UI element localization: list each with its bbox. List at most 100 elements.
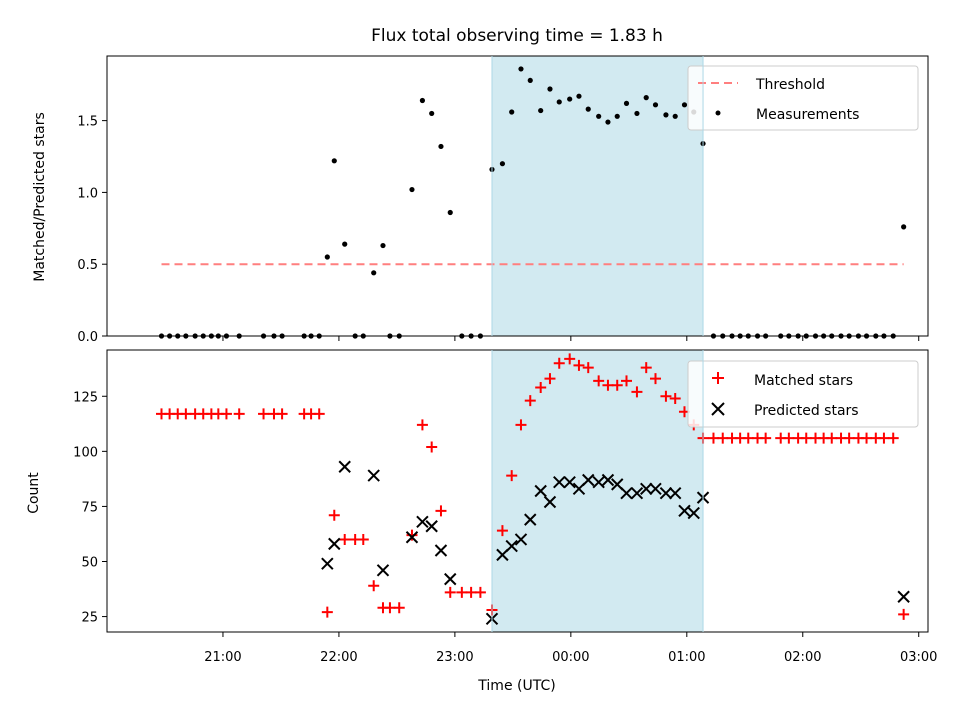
matched-point	[233, 408, 245, 420]
predicted-point	[649, 482, 662, 496]
matched-point	[535, 381, 547, 393]
measurement-point	[634, 110, 640, 117]
measurement-point	[623, 100, 630, 106]
count-xtick-label: 21:00	[204, 650, 241, 665]
matched-point	[826, 432, 838, 444]
count-xlabel: Time (UTC)	[477, 678, 555, 694]
predicted-point	[328, 537, 341, 551]
measurement-point	[499, 161, 506, 167]
measurement-point	[509, 109, 515, 115]
predicted-point	[321, 557, 334, 570]
predicted-point	[601, 473, 615, 487]
predicted-point	[376, 564, 390, 577]
measurement-point	[596, 113, 602, 119]
matched-point	[707, 432, 719, 444]
ratio-legend: Threshold Measurements	[687, 65, 919, 131]
count-yticks: 25 50 75 100 125	[73, 390, 107, 626]
measurement-point	[585, 106, 591, 112]
matched-point	[621, 375, 633, 387]
matched-point	[887, 432, 899, 444]
measurement-point	[518, 66, 524, 72]
predicted-point	[563, 475, 576, 489]
count-xtick-label: 01:00	[668, 650, 705, 665]
measurement-point	[447, 209, 453, 216]
measurement-point	[672, 113, 678, 119]
count-ytick-label: 100	[73, 445, 98, 460]
matched-point	[328, 509, 340, 521]
measurement-point	[605, 119, 611, 125]
measurement-point	[429, 110, 435, 117]
count-ytick-label: 125	[73, 390, 98, 405]
matched-point	[258, 408, 270, 420]
ratio-yticks: 0.0 0.5 1.0 1.5	[77, 115, 107, 345]
predicted-point	[405, 531, 419, 544]
measurement-point	[324, 254, 330, 260]
matched-point	[544, 373, 556, 385]
count-span	[491, 350, 704, 632]
predicted-point	[897, 590, 910, 603]
ratio-span	[491, 56, 704, 336]
count-xtick-label: 23:00	[436, 650, 473, 665]
predicted-point	[514, 533, 528, 546]
matched-point	[393, 602, 405, 614]
count-xtick-label: 03:00	[900, 650, 937, 665]
measurement-point	[681, 102, 688, 108]
predicted-point	[338, 460, 351, 473]
measurement-point	[331, 158, 337, 164]
measurement-point	[547, 86, 553, 92]
legend-predicted-swatch	[711, 402, 725, 416]
matched-point	[553, 357, 565, 369]
measurement-point	[556, 99, 562, 105]
count-ytick-label: 75	[81, 500, 98, 515]
matched-point	[573, 359, 585, 371]
measurements-points	[158, 66, 907, 339]
count-axes-frame	[106, 349, 929, 633]
count-ytick-label: 50	[81, 556, 98, 571]
measurement-point	[371, 270, 377, 276]
legend-matched-label: Matched stars	[754, 373, 853, 389]
predicted-point	[592, 475, 605, 489]
matched-point	[444, 586, 456, 598]
measurement-point	[614, 113, 620, 119]
matched-point	[313, 408, 325, 420]
legend-measurements-swatch	[715, 110, 721, 116]
matched-point	[426, 441, 438, 453]
predicted-point	[553, 475, 566, 489]
matched-point	[406, 529, 418, 541]
ratio-legend-box	[687, 65, 919, 131]
matched-point	[898, 608, 910, 620]
count-xtick-label: 00:00	[552, 650, 589, 665]
measurement-point	[652, 102, 659, 108]
matched-point	[456, 586, 468, 598]
predicted-point	[630, 486, 644, 500]
matched-point	[631, 386, 643, 398]
ratio-ytick-label: 0.5	[77, 258, 98, 273]
matched-point	[368, 580, 380, 592]
measurement-point	[342, 241, 348, 247]
measurement-point	[527, 77, 533, 84]
measurement-point	[438, 143, 444, 150]
ratio-ytick-label: 1.5	[77, 115, 98, 130]
count-legend: Matched stars Predicted stars	[687, 360, 919, 428]
matched-point	[506, 470, 518, 482]
matched-point	[339, 533, 351, 545]
ratio-ytick-label: 0.0	[77, 330, 98, 345]
matched-point	[742, 432, 754, 444]
matched-point	[384, 602, 396, 614]
matched-point	[649, 373, 661, 385]
count-ylabel: Count	[26, 472, 42, 514]
predicted-point	[659, 486, 673, 500]
matched-point	[760, 432, 772, 444]
measurement-point	[901, 224, 907, 230]
matched-point	[593, 375, 605, 387]
count-legend-box	[687, 360, 919, 428]
matched-point	[861, 432, 873, 444]
ratio-xticks	[222, 336, 920, 341]
measurement-point	[663, 112, 669, 118]
predicted-point	[505, 539, 518, 553]
measurement-point	[409, 186, 415, 193]
matched-point	[321, 606, 333, 618]
predicted-point	[640, 482, 653, 496]
measurement-point	[576, 93, 582, 99]
matched-point	[474, 586, 486, 598]
